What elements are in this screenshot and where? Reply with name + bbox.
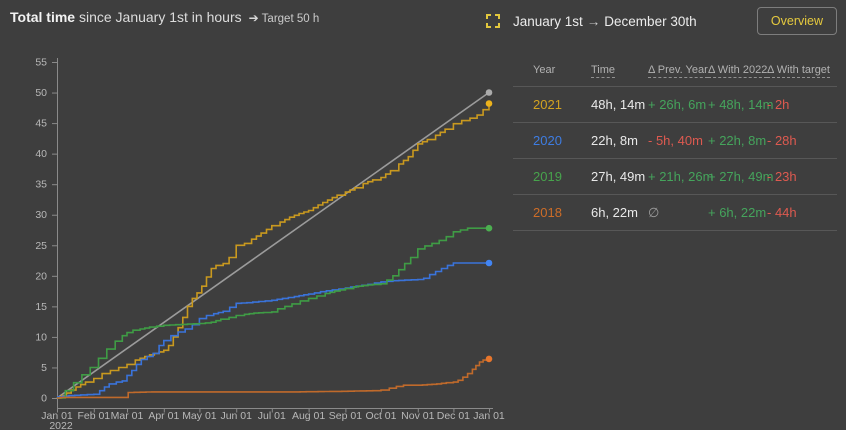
target-arrow-icon: ➔ xyxy=(248,11,259,25)
x-tick-label: Nov 01 xyxy=(401,410,434,422)
delta-prev-year: - 5h, 40m xyxy=(648,133,703,148)
y-tick-label: 20 xyxy=(35,270,47,282)
x-tick-label: Jul 01 xyxy=(258,410,286,422)
x-tick-label: Dec 01 xyxy=(437,410,470,422)
date-range-arrow-icon: → xyxy=(586,13,601,29)
y-tick-label: 5 xyxy=(41,362,47,374)
series-end-dot xyxy=(485,100,493,107)
time-value: 48h, 14m xyxy=(591,97,646,112)
series-line xyxy=(57,227,489,399)
series-end-dot xyxy=(485,259,493,267)
y-tick-label: 50 xyxy=(35,87,47,99)
delta-with-target: - 2h xyxy=(767,97,790,112)
date-range[interactable]: January 1st → December 30th xyxy=(513,14,697,29)
delta-with-target: - 44h xyxy=(767,205,797,220)
x-tick-year-label: 2022 xyxy=(49,420,73,430)
series-2019 xyxy=(57,224,493,399)
col-delta-with-2022[interactable]: Δ With 2022 xyxy=(708,63,768,78)
series-end-dot xyxy=(485,355,493,363)
chart-title-sub: since January 1st in hours xyxy=(75,9,242,25)
y-tick-label: 0 xyxy=(41,393,47,405)
x-tick-label: Oct 01 xyxy=(366,410,397,422)
col-year: Year xyxy=(533,63,556,76)
delta-with-2022: + 48h, 14m xyxy=(708,97,774,112)
col-delta-with-target[interactable]: Δ With target xyxy=(767,63,830,78)
x-tick-label: Feb 01 xyxy=(77,410,110,422)
series-line xyxy=(57,103,490,399)
x-tick-label: Jun 01 xyxy=(220,410,252,422)
target-label: Target 50 h xyxy=(261,13,320,25)
y-tick-label: 35 xyxy=(35,179,47,191)
y-tick-label: 15 xyxy=(35,301,47,313)
x-tick-label: May 01 xyxy=(182,410,217,422)
y-tick-label: 25 xyxy=(35,240,47,252)
date-range-end: December 30th xyxy=(604,13,697,29)
y-tick-label: 45 xyxy=(35,118,47,130)
overview-button[interactable]: Overview xyxy=(756,7,837,35)
chart-title: Total time since January 1st in hours ➔ Ta… xyxy=(10,9,319,25)
series-2020 xyxy=(57,259,493,398)
delta-with-2022: + 27h, 49m xyxy=(708,169,774,184)
delta-with-2022: + 22h, 8m xyxy=(708,133,767,148)
delta-with-target: - 28h xyxy=(767,133,797,148)
series-2021 xyxy=(57,100,493,399)
y-tick-label: 30 xyxy=(35,209,47,221)
year-label[interactable]: 2020 xyxy=(533,133,562,148)
series-end-dot xyxy=(485,224,493,232)
table-row-2018[interactable]: 2018 6h, 22m ∅ + 6h, 22m - 44h xyxy=(513,195,837,231)
x-tick-label: Jan 01 xyxy=(473,410,505,422)
right-panel-header: January 1st → December 30th Overview xyxy=(486,0,846,42)
time-value: 27h, 49m xyxy=(591,169,646,184)
delta-with-target: - 23h xyxy=(767,169,797,184)
table-row-2021[interactable]: 2021 48h, 14m + 26h, 6m + 48h, 14m - 2h xyxy=(513,87,837,123)
delta-with-2022: + 6h, 22m xyxy=(708,205,767,220)
delta-prev-year: + 21h, 26m xyxy=(648,169,714,184)
series-end-dot xyxy=(485,89,493,96)
table-row-2019[interactable]: 2019 27h, 49m + 21h, 26m + 27h, 49m - 23… xyxy=(513,159,837,195)
year-label[interactable]: 2019 xyxy=(533,169,562,184)
x-tick-label: Sep 01 xyxy=(329,410,362,422)
fullscreen-icon[interactable] xyxy=(486,14,500,28)
delta-prev-year: ∅ xyxy=(648,204,660,220)
x-tick-label: Aug 01 xyxy=(292,410,325,422)
series-target xyxy=(56,89,493,399)
chart-axes xyxy=(52,58,493,413)
table-row-2020[interactable]: 2020 22h, 8m - 5h, 40m + 22h, 8m - 28h xyxy=(513,123,837,159)
date-range-start: January 1st xyxy=(513,13,583,29)
time-value: 22h, 8m xyxy=(591,133,638,148)
chart-title-main: Total time xyxy=(10,9,76,25)
year-label[interactable]: 2021 xyxy=(533,97,562,112)
col-delta-prev-year[interactable]: Δ Prev. Year xyxy=(648,63,708,78)
table-header-row: Year Time Δ Prev. Year Δ With 2022 Δ Wit… xyxy=(513,53,837,87)
delta-prev-year: + 26h, 6m xyxy=(648,97,707,112)
col-time[interactable]: Time xyxy=(591,63,616,78)
year-label[interactable]: 2018 xyxy=(533,205,562,220)
x-tick-label: Jan 01 xyxy=(41,410,73,422)
y-tick-label: 10 xyxy=(35,331,47,343)
x-tick-label: Mar 01 xyxy=(111,410,144,422)
series-2018 xyxy=(57,355,493,399)
stats-table: Year Time Δ Prev. Year Δ With 2022 Δ Wit… xyxy=(513,53,837,231)
y-tick-label: 55 xyxy=(35,57,47,69)
x-tick-label: Apr 01 xyxy=(148,410,179,422)
time-value: 6h, 22m xyxy=(591,205,638,220)
y-tick-label: 40 xyxy=(35,148,47,160)
series-line xyxy=(57,358,490,399)
series-line xyxy=(57,262,489,398)
